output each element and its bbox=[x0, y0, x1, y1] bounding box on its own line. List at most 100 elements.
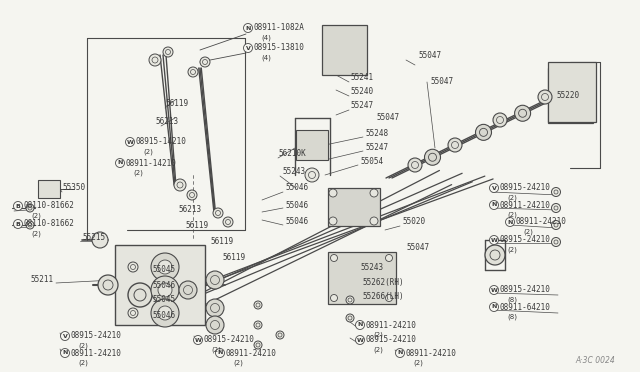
Circle shape bbox=[187, 190, 197, 200]
Circle shape bbox=[346, 314, 354, 322]
Text: (2): (2) bbox=[31, 213, 42, 219]
Circle shape bbox=[305, 168, 319, 182]
Circle shape bbox=[330, 254, 337, 262]
Circle shape bbox=[179, 281, 197, 299]
Circle shape bbox=[329, 217, 337, 225]
Text: 08110-81662: 08110-81662 bbox=[24, 219, 74, 228]
Text: 08915-24210: 08915-24210 bbox=[499, 235, 550, 244]
Text: 55215: 55215 bbox=[82, 234, 105, 243]
Circle shape bbox=[490, 201, 499, 209]
Text: (2): (2) bbox=[79, 360, 88, 366]
Text: V: V bbox=[492, 186, 497, 190]
Circle shape bbox=[61, 331, 70, 340]
Text: (2): (2) bbox=[374, 332, 383, 338]
Bar bbox=[322, 25, 367, 75]
Text: (2): (2) bbox=[508, 247, 517, 253]
Circle shape bbox=[98, 275, 118, 295]
Text: 56119: 56119 bbox=[185, 221, 208, 231]
Circle shape bbox=[193, 336, 202, 344]
Circle shape bbox=[552, 221, 561, 230]
Text: 55247: 55247 bbox=[365, 144, 388, 153]
Text: 55046: 55046 bbox=[285, 183, 308, 192]
Text: 08110-81662: 08110-81662 bbox=[24, 202, 74, 211]
Text: 08911-24210: 08911-24210 bbox=[406, 349, 456, 357]
Text: N: N bbox=[357, 323, 363, 327]
Circle shape bbox=[493, 113, 507, 127]
Circle shape bbox=[370, 189, 378, 197]
Text: (2): (2) bbox=[508, 212, 517, 218]
Text: 08911-1082A: 08911-1082A bbox=[253, 23, 305, 32]
Circle shape bbox=[370, 217, 378, 225]
Circle shape bbox=[506, 218, 515, 227]
Circle shape bbox=[128, 283, 152, 307]
Bar bbox=[296, 130, 328, 160]
Text: (2): (2) bbox=[211, 347, 221, 353]
Circle shape bbox=[538, 90, 552, 104]
Circle shape bbox=[243, 23, 253, 32]
Text: N: N bbox=[508, 219, 513, 224]
Text: (2): (2) bbox=[31, 231, 42, 237]
Text: 08915-24210: 08915-24210 bbox=[499, 183, 550, 192]
Circle shape bbox=[158, 260, 172, 274]
Text: W: W bbox=[491, 237, 497, 243]
Circle shape bbox=[254, 301, 262, 309]
Text: 55262(RH): 55262(RH) bbox=[362, 279, 404, 288]
Circle shape bbox=[206, 299, 224, 317]
Text: 55046: 55046 bbox=[152, 311, 175, 320]
Text: (4): (4) bbox=[262, 35, 271, 41]
Circle shape bbox=[188, 67, 198, 77]
Text: 08911-24210: 08911-24210 bbox=[225, 349, 276, 357]
Text: 08915-24210: 08915-24210 bbox=[204, 336, 254, 344]
Text: (2): (2) bbox=[79, 343, 88, 349]
Bar bbox=[328, 252, 396, 304]
Circle shape bbox=[448, 138, 462, 152]
Text: 55046: 55046 bbox=[285, 201, 308, 209]
Text: 56210K: 56210K bbox=[278, 150, 306, 158]
Text: W: W bbox=[356, 337, 364, 343]
Text: N: N bbox=[62, 350, 68, 356]
Text: (2): (2) bbox=[508, 195, 517, 201]
Text: 55046: 55046 bbox=[152, 280, 175, 289]
Text: (2): (2) bbox=[234, 360, 243, 366]
Circle shape bbox=[115, 158, 125, 167]
Circle shape bbox=[125, 138, 134, 147]
Circle shape bbox=[355, 336, 365, 344]
Circle shape bbox=[163, 47, 173, 57]
Text: N: N bbox=[492, 305, 497, 310]
Text: 08911-24210: 08911-24210 bbox=[70, 349, 122, 357]
Circle shape bbox=[552, 237, 561, 247]
Text: W: W bbox=[491, 288, 497, 292]
Circle shape bbox=[490, 302, 499, 311]
Circle shape bbox=[330, 295, 337, 301]
Text: N: N bbox=[218, 350, 223, 356]
Circle shape bbox=[128, 308, 138, 318]
Text: 56119: 56119 bbox=[210, 237, 233, 247]
Text: (2): (2) bbox=[143, 149, 154, 155]
Text: 08915-24210: 08915-24210 bbox=[365, 336, 417, 344]
Circle shape bbox=[158, 306, 172, 320]
Circle shape bbox=[213, 208, 223, 218]
Circle shape bbox=[329, 189, 337, 197]
Text: N: N bbox=[245, 26, 251, 31]
Circle shape bbox=[151, 253, 179, 281]
Text: 56119: 56119 bbox=[165, 99, 188, 109]
Circle shape bbox=[385, 295, 392, 301]
Text: N: N bbox=[397, 350, 403, 356]
Text: (2): (2) bbox=[524, 229, 533, 235]
Circle shape bbox=[206, 271, 224, 289]
Text: 55247: 55247 bbox=[350, 102, 373, 110]
Text: 08915-13810: 08915-13810 bbox=[253, 44, 305, 52]
Bar bbox=[115, 245, 205, 325]
Text: N: N bbox=[117, 160, 123, 166]
Text: 55243: 55243 bbox=[282, 167, 305, 176]
Text: 08911-24210: 08911-24210 bbox=[515, 218, 566, 227]
Circle shape bbox=[223, 217, 233, 227]
Text: (8): (8) bbox=[508, 297, 518, 303]
Circle shape bbox=[490, 285, 499, 295]
Bar bbox=[548, 62, 596, 122]
Circle shape bbox=[158, 283, 172, 297]
Circle shape bbox=[200, 57, 210, 67]
Text: 55054: 55054 bbox=[360, 157, 383, 167]
Circle shape bbox=[476, 124, 492, 140]
Text: 08915-24210: 08915-24210 bbox=[70, 331, 122, 340]
